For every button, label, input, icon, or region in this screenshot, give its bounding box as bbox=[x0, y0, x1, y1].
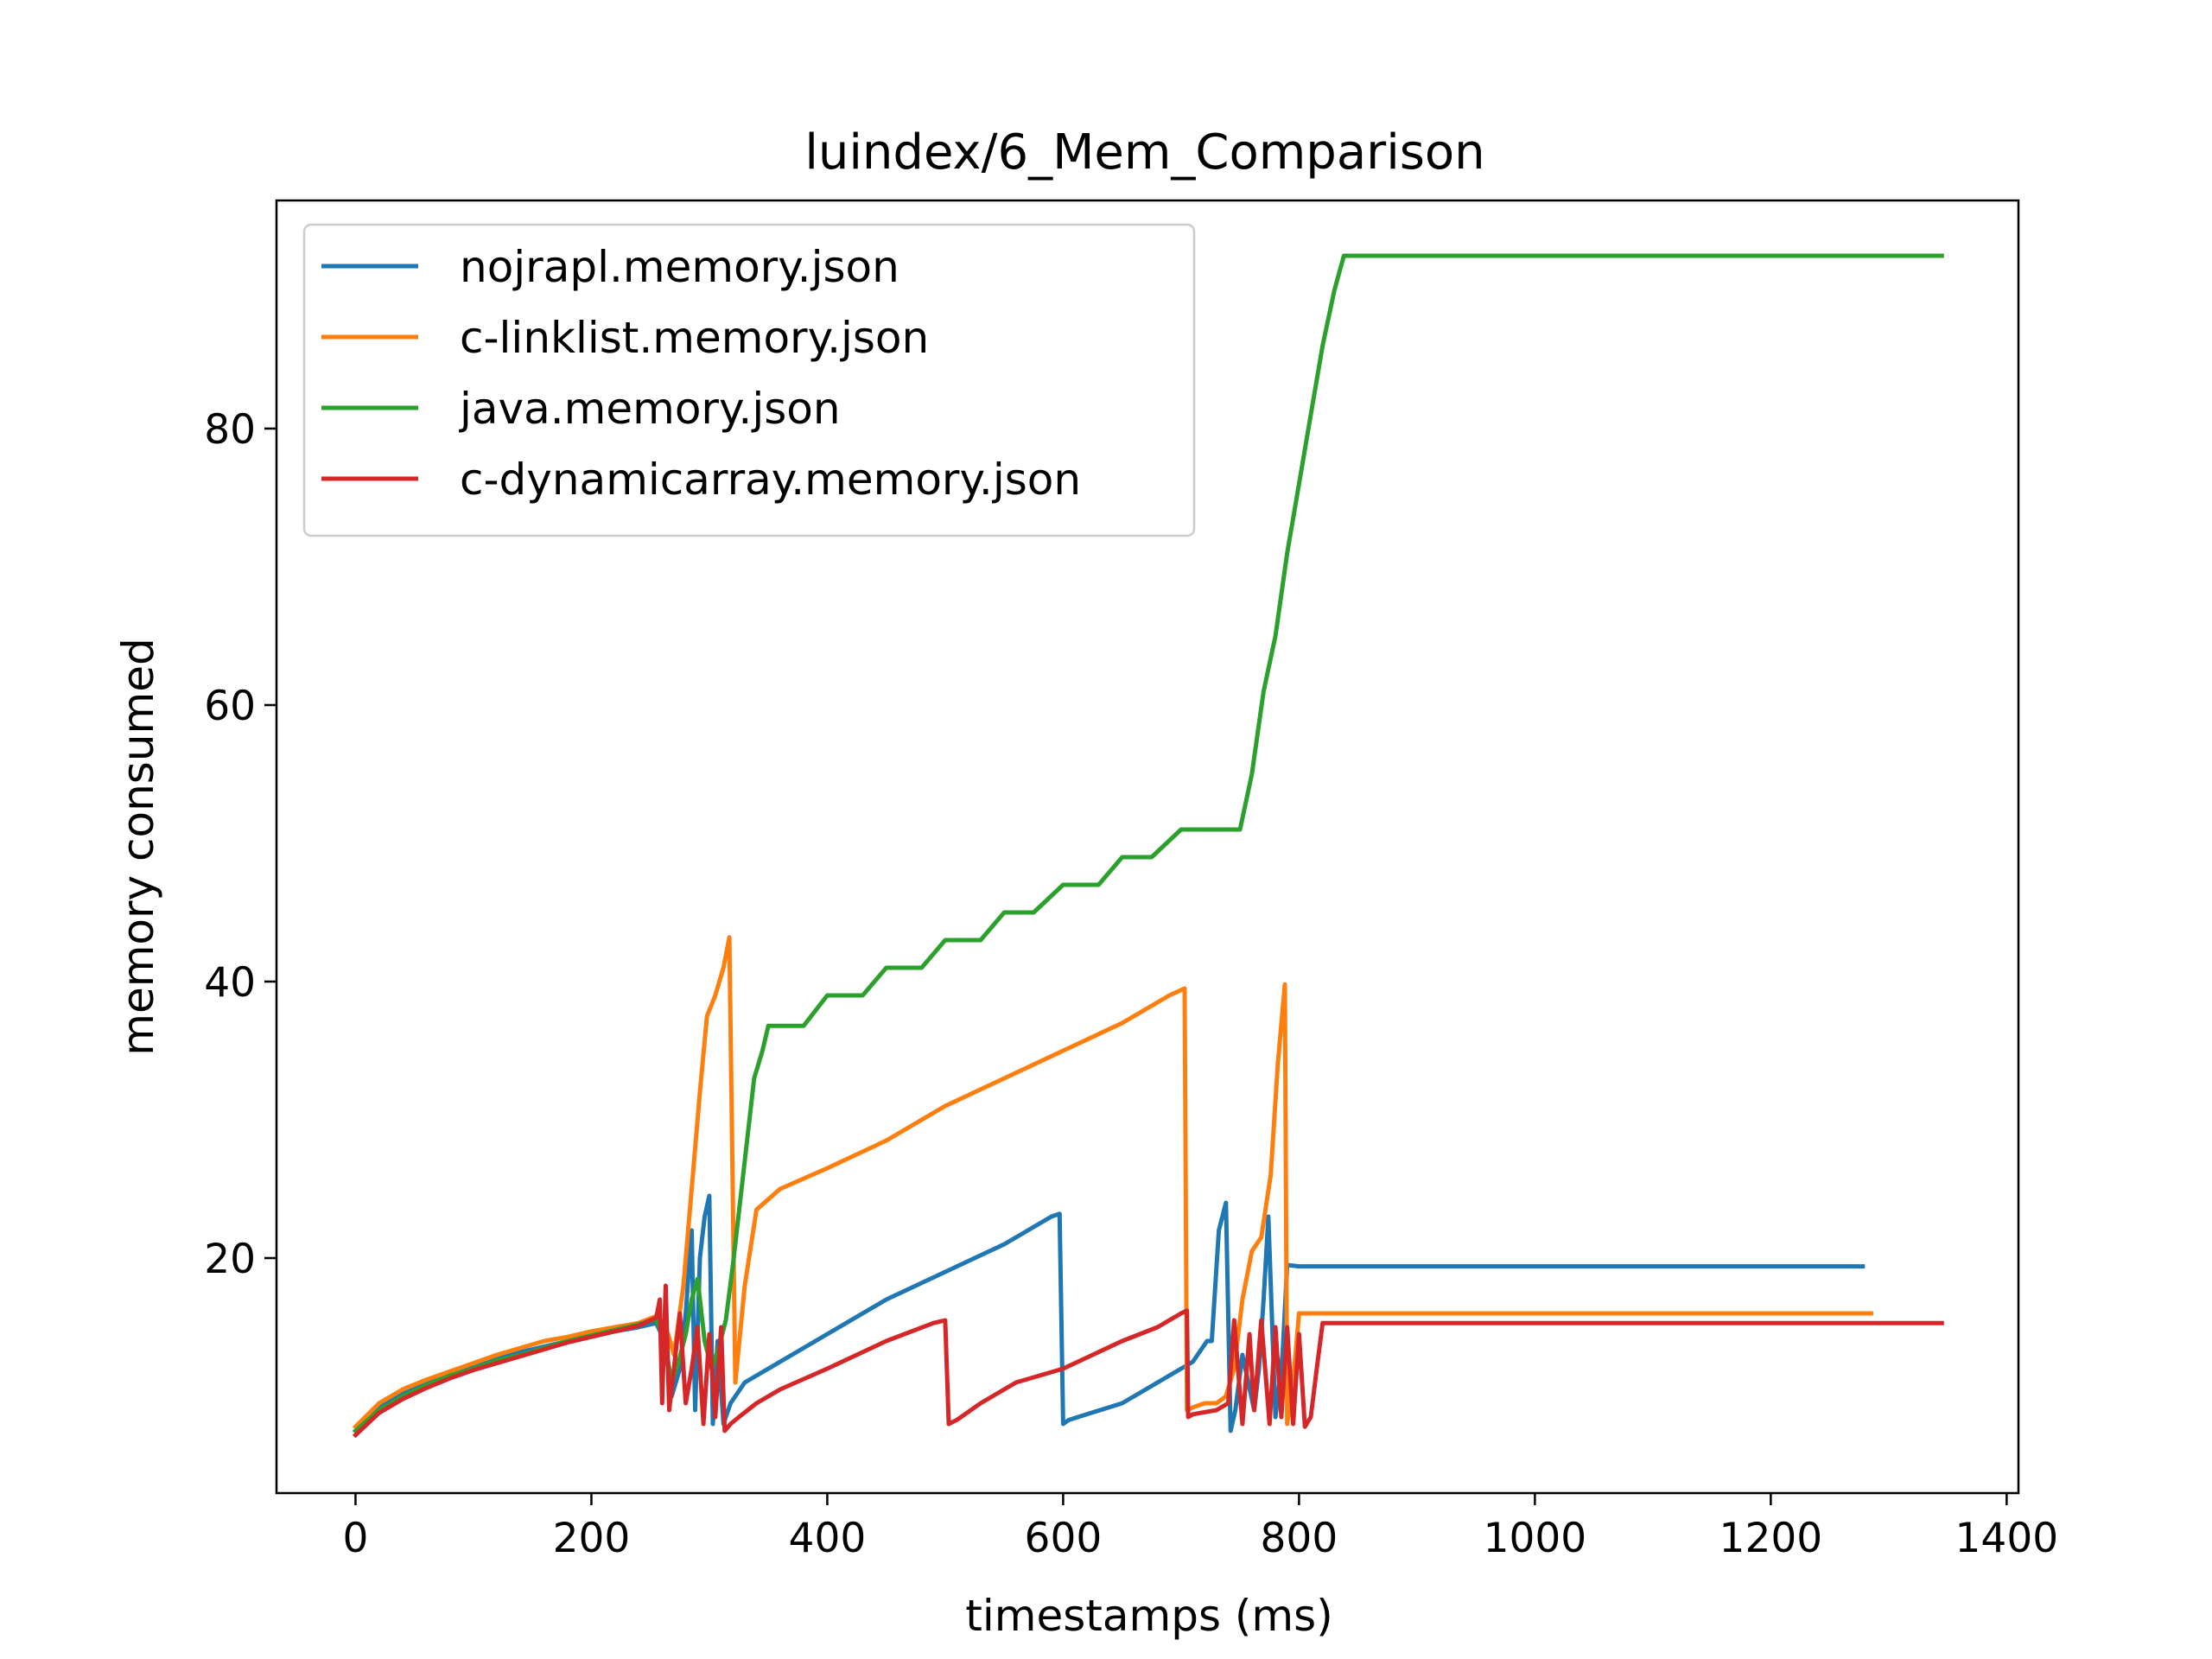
x-axis-label: timestamps (ms) bbox=[965, 1591, 1332, 1641]
plot-frame bbox=[275, 199, 2020, 1495]
y-tick-label: 20 bbox=[204, 1236, 256, 1283]
x-tick-label: 1000 bbox=[1484, 1515, 1587, 1562]
x-tick-label: 800 bbox=[1261, 1515, 1338, 1562]
legend-label: nojrapl.memory.json bbox=[460, 242, 899, 292]
series-layer bbox=[352, 253, 1944, 1439]
series-line-2 bbox=[352, 935, 1873, 1430]
chart-title: luindex/6_Mem_Comparison bbox=[804, 124, 1484, 181]
x-tick-label: 200 bbox=[553, 1515, 631, 1562]
y-axis-label: memory consumed bbox=[113, 638, 163, 1056]
y-tick-label: 60 bbox=[204, 683, 256, 730]
y-tick-label: 80 bbox=[204, 406, 256, 454]
legend-label: c-dynamicarray.memory.json bbox=[460, 454, 1081, 505]
legend-label: java.memory.json bbox=[459, 384, 841, 434]
legend: nojrapl.memory.json c-linklist.memory.jso… bbox=[302, 223, 1196, 537]
legend-label: c-linklist.memory.json bbox=[460, 313, 929, 363]
x-tick-label: 1200 bbox=[1719, 1515, 1823, 1562]
x-tick-label: 400 bbox=[789, 1515, 867, 1562]
y-tick-label: 40 bbox=[204, 959, 256, 1007]
series-line-4 bbox=[352, 1283, 1944, 1439]
axes-layer: 0 200 400 600 800 1000 1200 1400 20 40 60 80 bbox=[204, 199, 2059, 1562]
x-tick-label: 1400 bbox=[1955, 1515, 2059, 1562]
x-tick-label: 600 bbox=[1025, 1515, 1103, 1562]
x-tick-label: 0 bbox=[342, 1515, 368, 1562]
legend-box bbox=[302, 223, 1196, 537]
